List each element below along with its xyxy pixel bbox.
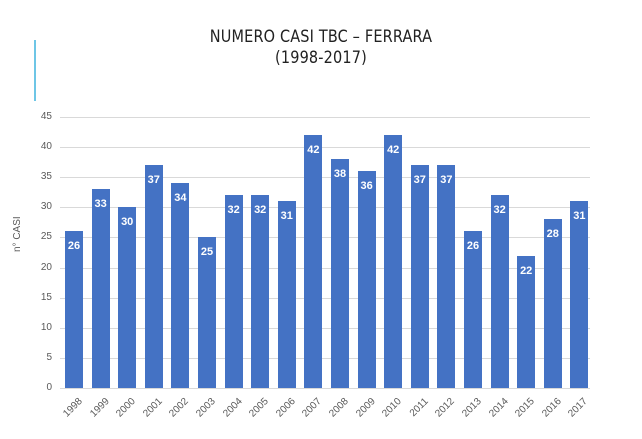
bar-2009 [357,171,376,388]
data-label: 37 [440,174,453,187]
gridline [60,207,590,209]
bar-2001 [144,165,163,388]
x-tick-label: 2017 [566,396,591,420]
x-tick-label: 2007 [300,396,325,420]
bar-2008 [331,159,349,388]
bar-2012 [437,165,456,388]
bar-2014 [490,195,509,388]
y-tick-label: 40 [40,141,52,153]
gridline [60,117,590,118]
data-label: 42 [387,144,400,157]
bar-2007 [304,135,323,388]
y-tick-label: 35 [40,171,52,183]
data-label: 38 [333,168,347,181]
gridline [60,297,590,299]
x-tick-label: 2012 [433,396,458,420]
chart-title: NUMERO CASI TBC – FERRARA [209,27,433,47]
bar-1998 [65,231,83,388]
data-label: 26 [67,240,81,253]
gridline [60,147,590,149]
y-tick-label: 25 [40,231,52,243]
x-tick-label: 2010 [380,396,404,420]
data-label: 42 [307,144,320,157]
y-tick-label: 5 [46,351,52,363]
x-tick-label: 2001 [141,396,165,420]
bar-2004 [224,195,243,388]
bar-2013 [464,231,482,388]
y-tick-label: 20 [40,261,52,273]
bar-2000 [118,207,137,388]
x-tick-label: 1999 [87,396,112,420]
accent-line [34,40,36,101]
bar-2017 [570,201,589,388]
x-tick-label: 2000 [114,396,138,420]
gridline [60,327,590,329]
data-label: 22 [520,264,533,277]
y-tick-label: 0 [46,382,52,393]
data-label: 28 [546,228,559,241]
data-label: 25 [200,246,214,259]
bar-2010 [384,135,403,388]
data-label: 32 [254,204,267,217]
data-label: 31 [573,210,586,223]
data-label: 36 [360,180,373,193]
bar-2015 [517,255,536,388]
bar-2006 [277,201,296,388]
x-tick-label: 2004 [220,396,245,420]
x-tick-label: 2009 [353,396,378,420]
x-tick-label: 2008 [327,396,351,420]
data-label: 30 [121,216,134,229]
y-tick-label: 30 [40,201,52,213]
bar-2003 [198,237,216,388]
gridline [60,177,590,179]
bar-2002 [171,183,190,388]
gridline [60,267,590,269]
gridline [60,237,590,239]
data-label: 34 [174,192,187,205]
x-tick-label: 2014 [486,396,511,420]
y-tick-label: 15 [40,291,52,303]
data-label: 32 [493,204,506,217]
gridline [60,388,590,389]
data-label: 37 [147,174,160,187]
x-tick-label: 2013 [460,396,484,420]
data-label: 26 [466,240,480,253]
bar-2011 [410,165,429,388]
x-tick-label: 1998 [61,396,85,420]
x-tick-label: 2003 [194,396,218,420]
bar-2005 [251,195,270,388]
x-tick-label: 2011 [407,396,431,419]
x-tick-label: 2015 [513,396,537,420]
x-tick-label: 2002 [167,396,192,420]
data-label: 33 [94,198,107,211]
chart-subtitle: (1998-2017) [275,48,367,68]
y-tick-label: 45 [40,111,52,122]
x-tick-label: 2005 [247,396,271,420]
data-label: 37 [413,174,426,187]
gridline [60,357,590,359]
bar-2016 [543,219,562,388]
data-label: 31 [280,210,293,223]
x-tick-label: 2016 [540,396,564,420]
bar-1999 [91,189,110,388]
y-tick-label: 10 [40,321,52,333]
x-tick-label: 2006 [274,396,298,420]
data-label: 32 [227,204,240,217]
